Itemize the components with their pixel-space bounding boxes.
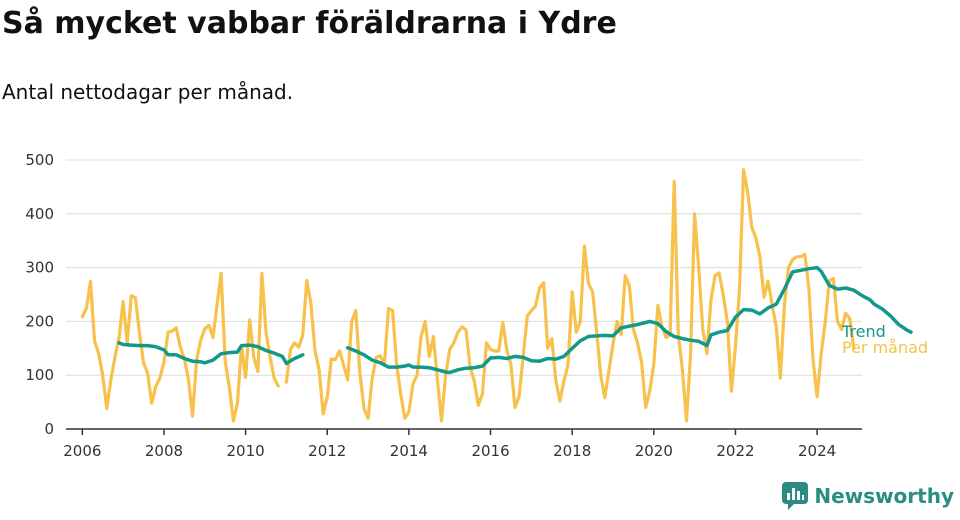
trend-line — [345, 265, 913, 375]
monthly-line — [80, 271, 280, 423]
x-tick-label: 2014 — [390, 442, 428, 460]
y-tick-label: 200 — [25, 312, 54, 330]
monthly-label: Per månad — [842, 338, 928, 357]
y-tick-label: 300 — [25, 259, 54, 277]
chart-subtitle: Antal nettodagar per månad. — [2, 80, 294, 104]
x-tick-label: 2008 — [145, 442, 183, 460]
brand-name: Newsworthy — [814, 484, 954, 508]
x-tick-label: 2016 — [471, 442, 509, 460]
y-tick-label: 100 — [25, 366, 54, 384]
grid-layer: 0 100 200 300 400 500 2006 2008 2010 2012 2014 2016… — [25, 151, 862, 460]
bar-chart-icon — [782, 482, 809, 510]
x-tick-label: 2022 — [716, 442, 754, 460]
trend-line — [117, 341, 305, 366]
x-tick-label: 2018 — [553, 442, 591, 460]
y-tick-label: 500 — [25, 151, 54, 169]
x-tick-label: 2020 — [635, 442, 673, 460]
brand-logo: Newsworthy — [782, 482, 954, 510]
trend-label: Trend — [841, 322, 886, 341]
x-tick-label: 2010 — [227, 442, 265, 460]
monthly-line — [284, 168, 856, 423]
y-tick-label: 400 — [25, 205, 54, 223]
x-tick-label: 2012 — [308, 442, 346, 460]
chart-title: Så mycket vabbar föräldrarna i Ydre — [2, 6, 617, 41]
y-tick-label: 0 — [44, 420, 54, 438]
x-tick-label: 2024 — [798, 442, 836, 460]
x-tick-label: 2006 — [63, 442, 101, 460]
series-layer — [80, 168, 913, 423]
